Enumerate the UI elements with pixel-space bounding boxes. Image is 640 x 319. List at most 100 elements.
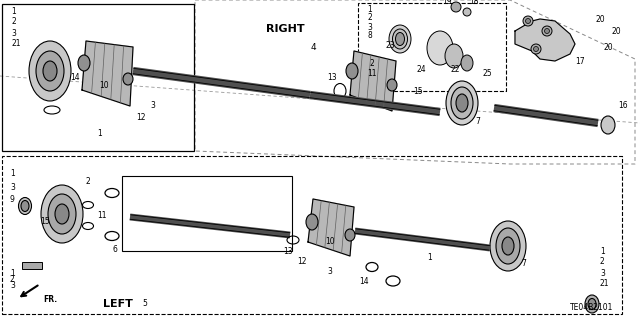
Text: 25: 25: [482, 69, 492, 78]
Text: 9: 9: [10, 196, 15, 204]
Ellipse shape: [496, 228, 520, 264]
Text: 20: 20: [611, 26, 621, 35]
Circle shape: [523, 16, 533, 26]
Text: 2: 2: [10, 276, 15, 285]
Bar: [122, 176, 292, 251]
Circle shape: [463, 8, 471, 16]
Text: 3: 3: [328, 266, 332, 276]
Text: 2: 2: [600, 257, 605, 266]
Ellipse shape: [585, 295, 599, 313]
Text: 16: 16: [618, 101, 628, 110]
Text: 21: 21: [600, 279, 609, 288]
Ellipse shape: [601, 116, 615, 134]
Text: 11: 11: [97, 211, 107, 219]
Ellipse shape: [48, 194, 76, 234]
Circle shape: [525, 19, 531, 24]
Ellipse shape: [588, 299, 596, 309]
Text: 2: 2: [11, 18, 16, 26]
Text: 15: 15: [40, 217, 50, 226]
Ellipse shape: [427, 31, 453, 65]
Text: 22: 22: [451, 65, 460, 75]
Text: TE04B2101: TE04B2101: [570, 302, 613, 311]
Text: LEFT: LEFT: [103, 299, 133, 309]
Circle shape: [545, 28, 550, 33]
Text: 2: 2: [370, 60, 374, 69]
Text: 2: 2: [367, 13, 372, 23]
Bar: [2, 156, 622, 314]
Text: RIGHT: RIGHT: [266, 24, 304, 34]
Text: 1: 1: [428, 253, 433, 262]
Text: 12: 12: [297, 256, 307, 265]
Text: 6: 6: [113, 244, 117, 254]
Ellipse shape: [123, 73, 133, 85]
Text: 11: 11: [367, 70, 377, 78]
Bar: [358, 3, 506, 91]
Ellipse shape: [461, 55, 473, 71]
Text: 18: 18: [469, 0, 479, 6]
Text: 23: 23: [385, 41, 395, 50]
Ellipse shape: [389, 25, 411, 53]
Text: 8: 8: [367, 32, 372, 41]
Text: 1: 1: [600, 247, 605, 256]
Ellipse shape: [396, 33, 404, 46]
Text: 10: 10: [325, 236, 335, 246]
Text: 3: 3: [367, 23, 372, 32]
Polygon shape: [515, 19, 575, 61]
Text: 17: 17: [575, 56, 585, 65]
Text: 19: 19: [442, 0, 452, 6]
Text: 1: 1: [98, 130, 102, 138]
Text: 14: 14: [359, 277, 369, 286]
Text: 1: 1: [10, 169, 15, 179]
Circle shape: [531, 44, 541, 54]
Polygon shape: [350, 51, 396, 111]
Ellipse shape: [306, 214, 318, 230]
Text: 1: 1: [11, 6, 16, 16]
Ellipse shape: [41, 185, 83, 243]
Text: 3: 3: [600, 269, 605, 278]
Ellipse shape: [490, 221, 526, 271]
Text: FR.: FR.: [43, 294, 57, 303]
Ellipse shape: [78, 55, 90, 71]
Ellipse shape: [502, 237, 514, 255]
Ellipse shape: [345, 229, 355, 241]
Text: 20: 20: [595, 14, 605, 24]
Ellipse shape: [446, 81, 478, 125]
Text: 1: 1: [10, 269, 15, 278]
Text: 10: 10: [99, 81, 109, 91]
Text: 3: 3: [10, 182, 15, 191]
Text: 15: 15: [413, 87, 423, 97]
Text: 2: 2: [86, 176, 90, 186]
Text: 5: 5: [143, 300, 147, 308]
Text: 4: 4: [310, 42, 316, 51]
Polygon shape: [82, 41, 133, 106]
Circle shape: [534, 47, 538, 51]
Ellipse shape: [43, 61, 57, 81]
Text: 21: 21: [11, 40, 20, 48]
Ellipse shape: [445, 44, 463, 68]
Ellipse shape: [55, 204, 69, 224]
Text: 3: 3: [150, 100, 156, 109]
Polygon shape: [308, 199, 354, 256]
Bar: [22, 262, 42, 269]
Ellipse shape: [346, 63, 358, 79]
Ellipse shape: [21, 201, 29, 211]
Bar: [2, 4, 194, 151]
Text: 7: 7: [476, 117, 481, 127]
Text: 13: 13: [327, 73, 337, 83]
Text: 1: 1: [367, 4, 372, 13]
Ellipse shape: [451, 87, 473, 119]
Circle shape: [451, 2, 461, 12]
Text: 12: 12: [136, 114, 146, 122]
Ellipse shape: [29, 41, 71, 101]
Text: 3: 3: [11, 28, 16, 38]
Ellipse shape: [36, 51, 64, 91]
Text: 20: 20: [603, 42, 613, 51]
Ellipse shape: [392, 29, 408, 49]
Text: 13: 13: [283, 247, 293, 256]
Ellipse shape: [456, 94, 468, 112]
Text: 24: 24: [416, 65, 426, 75]
Ellipse shape: [19, 197, 31, 214]
Text: 14: 14: [70, 72, 80, 81]
Ellipse shape: [387, 79, 397, 91]
Circle shape: [542, 26, 552, 36]
